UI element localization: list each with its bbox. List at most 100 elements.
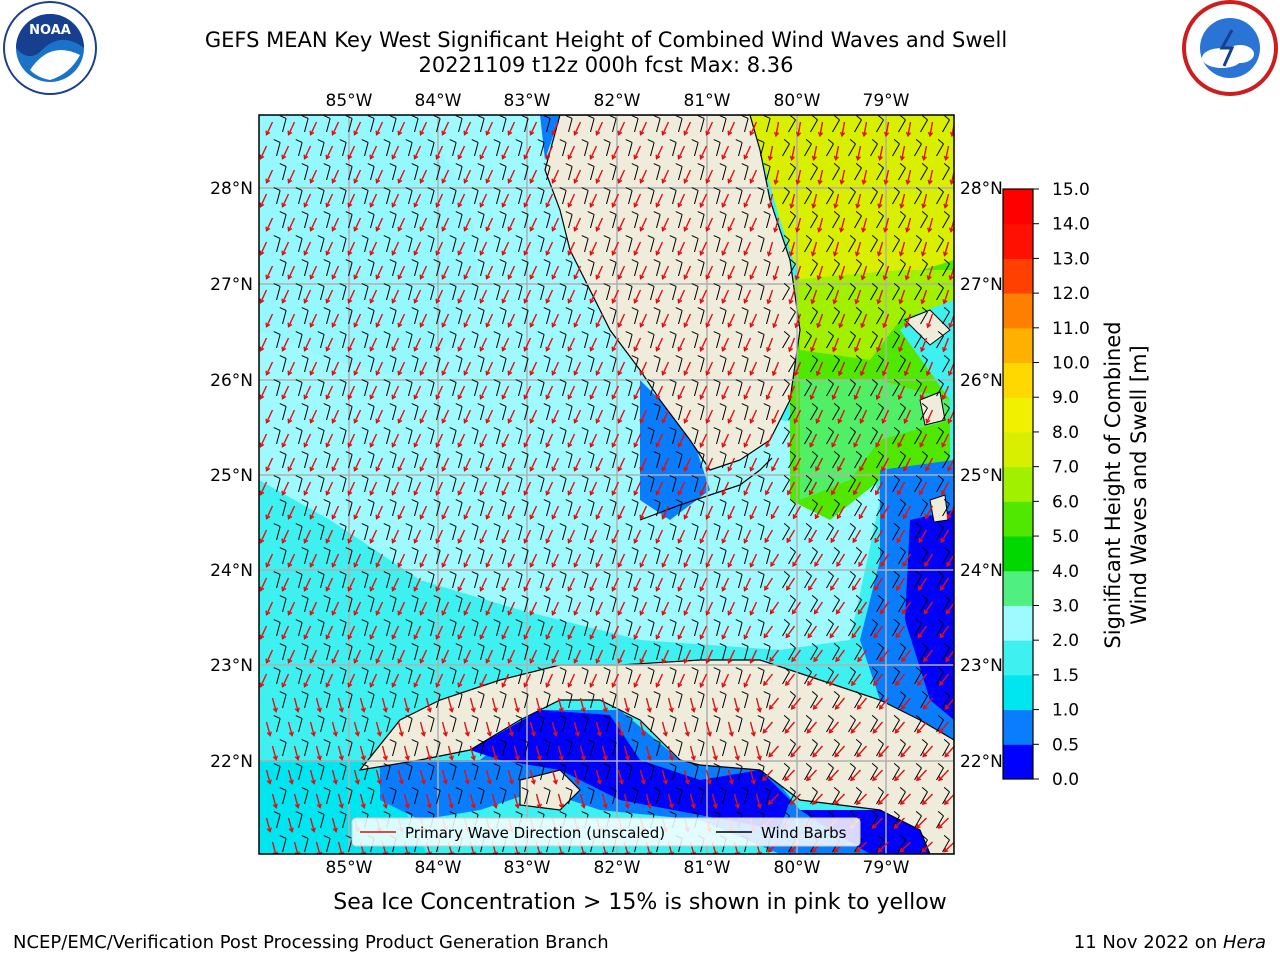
wind-barb: [678, 358, 683, 373]
wind-barb-flag: [323, 547, 331, 551]
wind-barb: [914, 575, 922, 589]
wind-barb-flag: [893, 235, 900, 241]
wave-arrow: [293, 793, 299, 808]
wave-arrowhead: [419, 226, 425, 232]
wave-arrow: [943, 241, 950, 256]
wind-barb: [942, 695, 950, 709]
wind-barb: [810, 359, 818, 373]
wind-barb-flag: [455, 307, 463, 311]
wave-arrow: [529, 265, 538, 279]
wave-arrow: [523, 577, 532, 591]
wave-arrow: [617, 169, 626, 183]
wave-arrow: [375, 649, 384, 663]
wind-barb-flag: [361, 763, 369, 767]
wave-arrowhead: [937, 823, 943, 829]
wind-barb-flag: [543, 547, 551, 551]
wind-barb: [854, 599, 862, 613]
wave-arrow: [924, 505, 934, 519]
wave-arrow: [633, 481, 642, 495]
wave-arrowhead: [683, 610, 689, 616]
wind-barb: [678, 166, 683, 181]
wind-barb: [612, 790, 617, 805]
wave-arrowhead: [463, 274, 469, 280]
wind-barb-flag: [713, 427, 721, 431]
wave-arrow: [855, 841, 867, 853]
wind-barb: [744, 502, 749, 517]
wind-barb: [942, 647, 950, 661]
wind-barb: [546, 790, 551, 805]
wave-arrow: [765, 481, 774, 495]
wind-barb: [959, 432, 966, 444]
wind-barb: [672, 190, 677, 205]
wind-barb-flag: [279, 547, 287, 551]
colorbar-tick-label: 12.0: [1052, 284, 1090, 304]
wave-arrowhead: [419, 610, 425, 616]
wave-arrow: [921, 289, 928, 304]
colorbar-label-line1: Significant Height of Combined: [1101, 321, 1125, 648]
wind-barb: [782, 719, 790, 733]
wave-arrow: [595, 721, 601, 736]
wave-arrow: [391, 529, 400, 543]
wave-arrow: [875, 481, 884, 495]
wind-barb-flag: [893, 811, 900, 817]
wind-barb: [959, 240, 966, 252]
wind-barb-flag: [493, 715, 501, 719]
wind-barb: [914, 191, 922, 205]
wave-arrowhead: [303, 154, 309, 160]
wave-arrow: [699, 337, 708, 351]
wind-barb: [392, 790, 397, 805]
wind-barb: [480, 502, 485, 517]
wave-arrow: [309, 649, 318, 663]
wind-barb-flag: [647, 619, 655, 623]
wind-barb: [496, 430, 501, 445]
wind-barb: [628, 190, 633, 205]
wind-barb-flag: [323, 163, 331, 167]
wave-arrowhead: [589, 538, 595, 544]
wind-barb-flag: [675, 595, 683, 599]
wind-barb: [524, 214, 529, 229]
wave-arrow: [485, 409, 494, 423]
wind-barb-flag: [317, 667, 325, 671]
wind-barb-flag: [833, 163, 840, 169]
wind-barb-flag: [899, 787, 906, 793]
wind-barb-flag: [631, 595, 639, 599]
wind-barb-flag: [805, 763, 812, 769]
wind-barb: [898, 263, 906, 277]
wave-arrowhead: [369, 538, 375, 544]
wave-arrowhead: [727, 418, 733, 424]
wave-arrowhead: [699, 154, 705, 160]
wave-arrow: [369, 241, 378, 255]
wind-barb-flag: [515, 571, 523, 575]
wind-barb: [518, 238, 523, 253]
wind-barb-flag: [871, 331, 878, 337]
wave-arrowhead: [281, 154, 287, 160]
wave-arrow: [413, 385, 422, 399]
wave-arrowhead: [316, 803, 322, 809]
wave-arrow: [806, 769, 818, 781]
wind-barb-flag: [515, 763, 523, 767]
wind-barb-flag: [921, 595, 928, 601]
wave-arrowhead: [567, 202, 573, 208]
wind-barb: [458, 502, 463, 517]
wind-barb: [436, 454, 441, 469]
wave-arrow: [419, 121, 428, 135]
wave-arrowhead: [624, 803, 630, 809]
wave-arrow: [902, 601, 912, 614]
wave-arrow: [375, 553, 384, 567]
wind-barb: [766, 646, 771, 661]
wave-arrow: [860, 409, 868, 424]
wind-barb: [584, 286, 589, 301]
wave-arrowhead: [727, 466, 733, 472]
wave-arrowhead: [369, 442, 375, 448]
wind-barb-flag: [805, 475, 812, 481]
wind-barb: [914, 287, 922, 301]
wave-arrow: [567, 481, 576, 495]
wind-barb: [650, 190, 655, 205]
wind-barb-flag: [411, 691, 419, 695]
wave-arrowhead: [895, 680, 900, 687]
wave-arrowhead: [639, 514, 645, 520]
wave-arrow: [309, 553, 318, 567]
wave-arrowhead: [369, 202, 375, 208]
wind-barb: [568, 262, 573, 277]
wind-barb: [518, 190, 523, 205]
